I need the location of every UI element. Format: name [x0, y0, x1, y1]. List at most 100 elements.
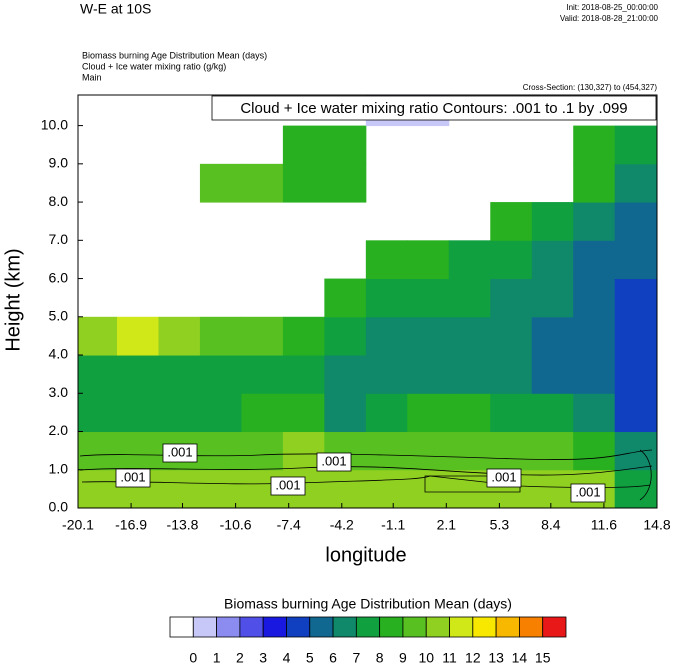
field-cell	[324, 278, 367, 318]
field-cell	[365, 431, 408, 471]
colorbar-box	[239, 616, 264, 638]
field-cell	[199, 393, 242, 433]
field-cell	[78, 355, 118, 394]
colorbar-box	[449, 616, 474, 638]
field-cell	[448, 240, 491, 280]
field-cell	[365, 355, 408, 394]
field-cell	[282, 163, 325, 203]
colorbar-label: 11	[442, 650, 457, 666]
contour-label: .001	[120, 469, 145, 484]
field-cell	[282, 355, 325, 394]
colorbar-box	[216, 616, 241, 638]
cross-section: Cross-Section: (130,327) to (454,327)	[523, 83, 658, 92]
field-cell	[241, 316, 284, 356]
field-cell	[614, 278, 657, 318]
colorbar-box	[286, 616, 311, 638]
field-cell	[282, 316, 325, 356]
colorbar-box	[309, 616, 334, 638]
y-axis-label: Height (km)	[2, 248, 24, 351]
contour-label-box	[570, 483, 606, 503]
field-cell	[614, 393, 657, 433]
y-tick-label: 10.0	[41, 116, 68, 132]
field-cell	[78, 316, 118, 356]
colorbar-box	[495, 616, 520, 638]
x-axis-label: longitude	[325, 544, 406, 566]
field-cell	[531, 316, 574, 356]
colorbar-box	[332, 616, 357, 638]
field-cell	[448, 469, 491, 508]
field-cell	[531, 355, 574, 394]
x-tick-label: 5.3	[490, 517, 510, 533]
field-cell	[241, 163, 284, 203]
field-cell	[531, 469, 574, 508]
y-tick-label: 8.0	[49, 193, 69, 209]
field-cell	[241, 355, 284, 394]
field-cell	[324, 469, 367, 508]
field-cell	[365, 278, 408, 318]
colorbar-label: 10	[418, 650, 434, 666]
field-cell	[324, 316, 367, 356]
field-cell	[531, 202, 574, 241]
field-cell	[531, 240, 574, 280]
field-cell	[490, 316, 533, 356]
y-tick-label: 4.0	[49, 346, 69, 362]
field-cell	[448, 316, 491, 356]
field-cell	[490, 240, 533, 280]
colorbar-label: 1	[213, 650, 221, 666]
field-cell	[365, 240, 408, 280]
contour-note-box	[211, 95, 657, 121]
x-tick-label: 14.8	[643, 517, 670, 533]
field-cell	[573, 240, 616, 280]
colorbar-label: 14	[512, 650, 528, 666]
x-tick-label: -16.9	[115, 517, 147, 533]
x-tick-label: -13.8	[167, 517, 199, 533]
field-cell	[241, 431, 284, 471]
field-cell	[531, 431, 574, 471]
field-cell	[407, 393, 450, 433]
y-tick-label: 5.0	[49, 307, 69, 323]
y-tick-label: 9.0	[49, 155, 69, 171]
field-cell	[490, 355, 533, 394]
field-cell	[448, 431, 491, 471]
field-cell	[158, 393, 201, 433]
field-cell	[78, 393, 118, 433]
y-tick-label: 2.0	[49, 422, 69, 438]
colorbar-box	[262, 616, 287, 638]
field-cell	[407, 355, 450, 394]
field-cell	[365, 469, 408, 508]
field-cell	[78, 469, 118, 508]
field-cell	[407, 431, 450, 471]
field-cell	[199, 469, 242, 508]
subtitle: Main	[82, 72, 102, 82]
x-tick-label: 8.4	[541, 517, 561, 533]
x-tick-label: -10.6	[220, 517, 252, 533]
colorbar-box	[542, 616, 567, 638]
contour-label-box	[486, 468, 522, 488]
contour-label-box	[270, 476, 306, 496]
field-cell	[490, 431, 533, 471]
colorbar-box	[355, 616, 381, 638]
field-cell	[158, 469, 201, 508]
field-cell	[448, 355, 491, 394]
x-tick-label: 2.1	[437, 517, 457, 533]
colorbar-label: 5	[306, 650, 314, 666]
field-cell	[573, 393, 616, 433]
field-cell	[324, 393, 367, 433]
field-cell	[407, 278, 450, 318]
contour-label: .001	[321, 453, 346, 468]
field-cell	[573, 355, 616, 394]
y-tick-label: 1.0	[49, 460, 69, 476]
colorbar-label: 13	[488, 650, 504, 666]
field-cell	[614, 316, 657, 356]
field-cell	[614, 240, 657, 280]
contour-note: Cloud + Ice water mixing ratio Contours:…	[240, 100, 627, 117]
field-cell	[573, 125, 616, 165]
field-cell	[614, 125, 657, 165]
y-tick-label: 6.0	[49, 269, 69, 285]
colorbar-box	[379, 616, 404, 638]
colorbar-label: 7	[352, 650, 360, 666]
subtitle: Biomass burning Age Distribution Mean (d…	[82, 50, 267, 60]
field-cell	[116, 431, 159, 471]
contour-label-box	[115, 468, 151, 488]
